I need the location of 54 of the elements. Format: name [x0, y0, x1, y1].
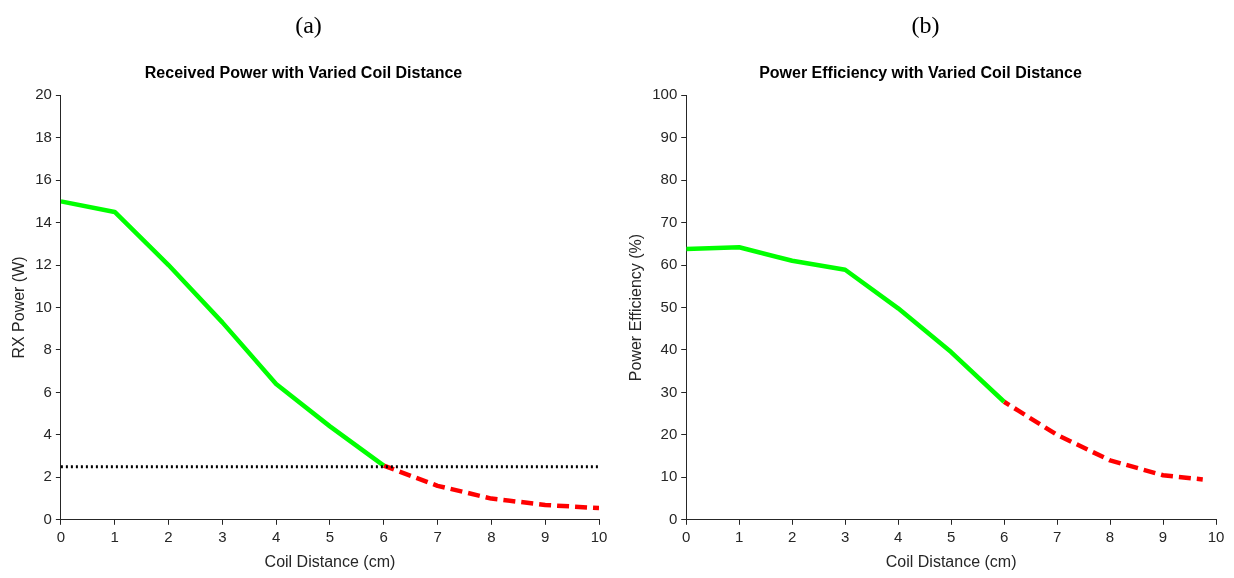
text: (a): [295, 11, 322, 40]
y-tick-label: 2: [43, 467, 52, 485]
y-tick-label: 80: [660, 170, 678, 188]
y-tick-label: 14: [35, 212, 52, 230]
y-tick-label: 70: [660, 212, 678, 230]
x-tick-label: 8: [487, 527, 496, 545]
x-tick-label: 10: [590, 527, 608, 545]
y-tick-label: 40: [660, 340, 678, 358]
y-tick-label: 12: [35, 255, 52, 273]
text: (b): [911, 11, 940, 40]
y-tick-label: 8: [43, 340, 52, 358]
line-series: [1001, 399, 1206, 482]
x-tick-label: 7: [433, 527, 442, 545]
x-tick-label: 1: [110, 527, 119, 545]
x-axis-title: Coil Distance (cm): [264, 552, 396, 570]
x-tick-label: 3: [840, 527, 850, 545]
x-tick-label: 4: [893, 527, 903, 545]
y-tick-label: 16: [35, 170, 52, 188]
y-tick-label: 4: [43, 425, 52, 443]
y-tick-label: 0: [43, 509, 52, 527]
y-tick-label: 50: [660, 297, 678, 315]
x-tick-label: 6: [379, 527, 388, 545]
y-tick-label: 10: [660, 467, 678, 485]
x-tick-label: 1: [735, 527, 744, 545]
x-tick-label: 9: [541, 527, 550, 545]
x-tick-label: 9: [1158, 527, 1168, 545]
x-tick-label: 4: [271, 527, 281, 545]
y-tick-label: 20: [660, 425, 678, 443]
x-tick-label: 6: [999, 527, 1009, 545]
line-series: [381, 463, 599, 511]
y-tick-label: 6: [43, 382, 52, 400]
y-tick-label: 10: [35, 297, 52, 315]
y-axis-title: Power Efficiency (%): [627, 233, 645, 382]
x-tick-label: 5: [325, 527, 335, 545]
x-tick-label: 2: [788, 527, 797, 545]
y-tick-label: 0: [668, 509, 678, 527]
x-tick-label: 7: [1052, 527, 1062, 545]
chart-title: Power Efficiency with Varied Coil Distance: [759, 64, 1082, 82]
x-axis-title: Coil Distance (cm): [885, 552, 1017, 570]
x-tick-label: 8: [1105, 527, 1115, 545]
y-tick-label: 90: [660, 127, 678, 145]
x-tick-label: 2: [164, 527, 173, 545]
y-tick-label: 60: [660, 255, 678, 273]
y-axis-title: RX Power (W): [10, 256, 28, 359]
x-tick-label: 0: [56, 527, 66, 545]
y-tick-label: 20: [35, 85, 52, 103]
x-tick-label: 0: [682, 527, 691, 545]
y-tick-label: 100: [652, 85, 678, 103]
x-tick-label: 5: [946, 527, 956, 545]
x-tick-label: 3: [218, 527, 227, 545]
y-tick-label: 30: [660, 382, 678, 400]
chart-title: Received Power with Varied Coil Distance: [144, 64, 463, 82]
x-tick-label: 10: [1207, 527, 1225, 545]
y-tick-label: 18: [35, 127, 52, 145]
